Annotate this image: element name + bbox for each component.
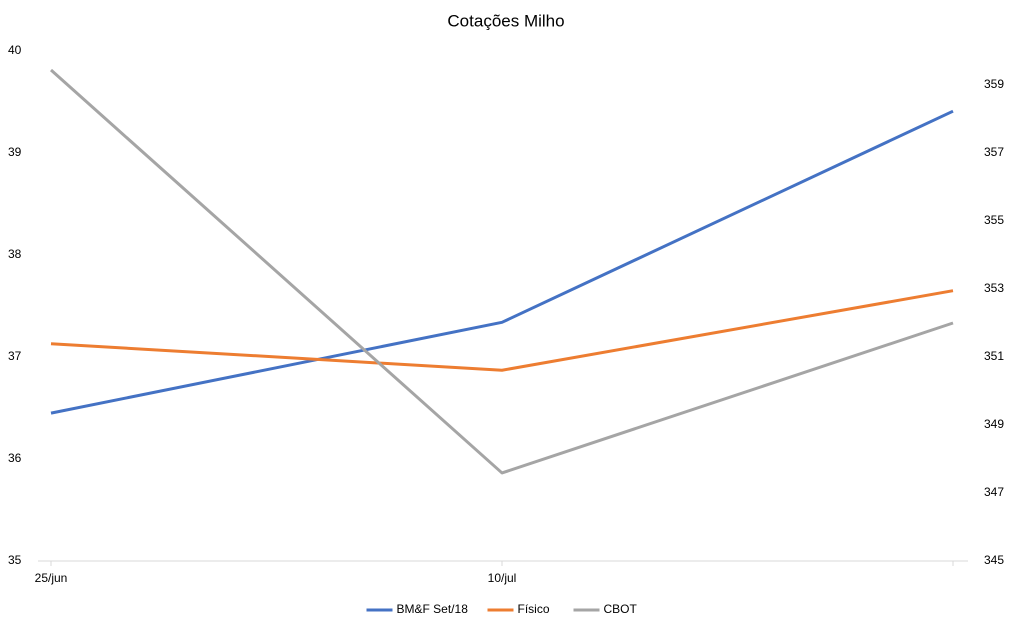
legend-label: Físico	[518, 602, 550, 616]
legend-label: BM&F Set/18	[397, 602, 469, 616]
y2-tick-label: 349	[984, 417, 1004, 431]
series-line	[50, 109, 954, 415]
y2-tick-label: 355	[984, 213, 1004, 227]
y-tick-label: 35	[8, 553, 22, 567]
y2-tick-label: 359	[984, 77, 1004, 91]
x-tick-label: 10/jul	[488, 571, 517, 585]
y2-tick-label: 345	[984, 553, 1004, 567]
y-tick-label: 38	[8, 247, 22, 261]
series-line	[50, 68, 954, 475]
y2-tick-label: 357	[984, 145, 1004, 159]
y2-tick-label: 347	[984, 485, 1004, 499]
y2-tick-label: 353	[984, 281, 1004, 295]
series-line	[50, 289, 954, 372]
y-tick-label: 40	[8, 43, 22, 57]
x-tick-label: 25/jun	[35, 571, 68, 585]
y-tick-label: 39	[8, 145, 22, 159]
y2-tick-label: 351	[984, 349, 1004, 363]
y-tick-label: 37	[8, 349, 22, 363]
chart-title: Cotações Milho	[447, 11, 564, 30]
legend-label: CBOT	[604, 602, 638, 616]
y-tick-label: 36	[8, 451, 22, 465]
